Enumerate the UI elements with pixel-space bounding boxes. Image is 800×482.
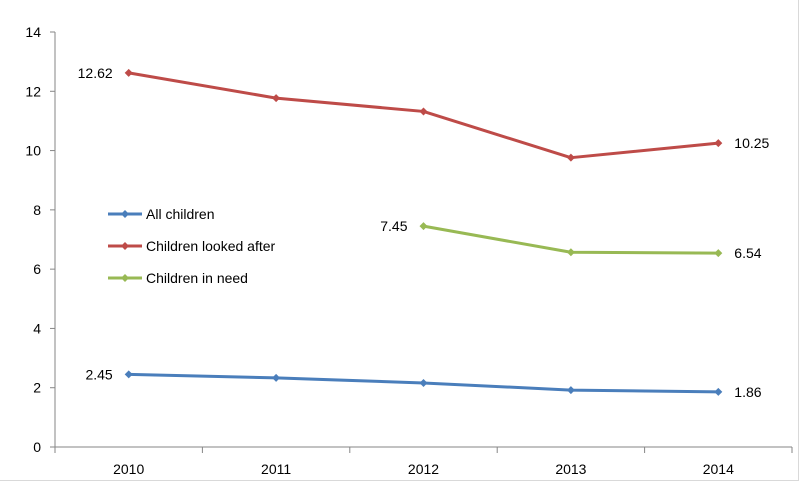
data-label: 2.45 bbox=[85, 366, 112, 382]
y-tick-label: 8 bbox=[33, 202, 41, 218]
legend: All children Children looked after Childre… bbox=[108, 206, 276, 286]
data-point-marker bbox=[566, 153, 575, 162]
data-point-marker bbox=[419, 107, 428, 116]
legend-entry-label: Children in need bbox=[146, 270, 248, 286]
legend-swatch-marker bbox=[121, 274, 129, 282]
y-tick-label: 0 bbox=[33, 439, 41, 455]
data-label: 6.54 bbox=[734, 245, 761, 261]
y-tick-labels: 0 2 4 6 8 10 12 14 bbox=[25, 24, 41, 455]
legend-swatch-marker bbox=[121, 242, 129, 250]
data-point-marker bbox=[566, 248, 575, 257]
axes bbox=[50, 31, 793, 453]
data-point-marker bbox=[124, 370, 133, 379]
data-label: 12.62 bbox=[78, 65, 113, 81]
legend-entry-label: Children looked after bbox=[146, 238, 276, 254]
data-point-marker bbox=[419, 222, 428, 231]
data-label: 10.25 bbox=[734, 135, 769, 151]
x-tick-label: 2010 bbox=[113, 461, 144, 477]
data-point-marker bbox=[714, 249, 723, 258]
data-point-marker bbox=[124, 68, 133, 77]
data-point-marker bbox=[272, 94, 281, 103]
series-lines bbox=[128, 71, 719, 394]
data-labels: 2.45 1.86 12.62 10.25 7.45 6.54 bbox=[78, 65, 770, 400]
y-tick-label: 10 bbox=[25, 143, 41, 159]
x-tick-label: 2011 bbox=[261, 461, 291, 477]
x-tick-label: 2013 bbox=[555, 461, 586, 477]
y-tick-label: 6 bbox=[33, 261, 41, 277]
data-point-marker bbox=[714, 139, 723, 148]
x-tick-label: 2012 bbox=[408, 461, 439, 477]
x-tick-labels: 2010 2011 2012 2013 2014 bbox=[113, 461, 734, 477]
data-point-marker bbox=[419, 378, 428, 387]
legend-swatch-marker bbox=[121, 210, 129, 218]
data-point-marker bbox=[714, 387, 723, 396]
x-tick-label: 2014 bbox=[703, 461, 734, 477]
data-label: 1.86 bbox=[734, 384, 761, 400]
legend-entry-label: All children bbox=[146, 206, 214, 222]
data-label: 7.45 bbox=[380, 218, 407, 234]
data-point-marker bbox=[566, 386, 575, 395]
y-tick-label: 12 bbox=[25, 83, 41, 99]
y-tick-label: 14 bbox=[25, 24, 41, 40]
y-tick-label: 2 bbox=[33, 380, 41, 396]
y-tick-label: 4 bbox=[33, 320, 41, 336]
series-markers bbox=[124, 68, 723, 396]
data-point-marker bbox=[272, 373, 281, 382]
